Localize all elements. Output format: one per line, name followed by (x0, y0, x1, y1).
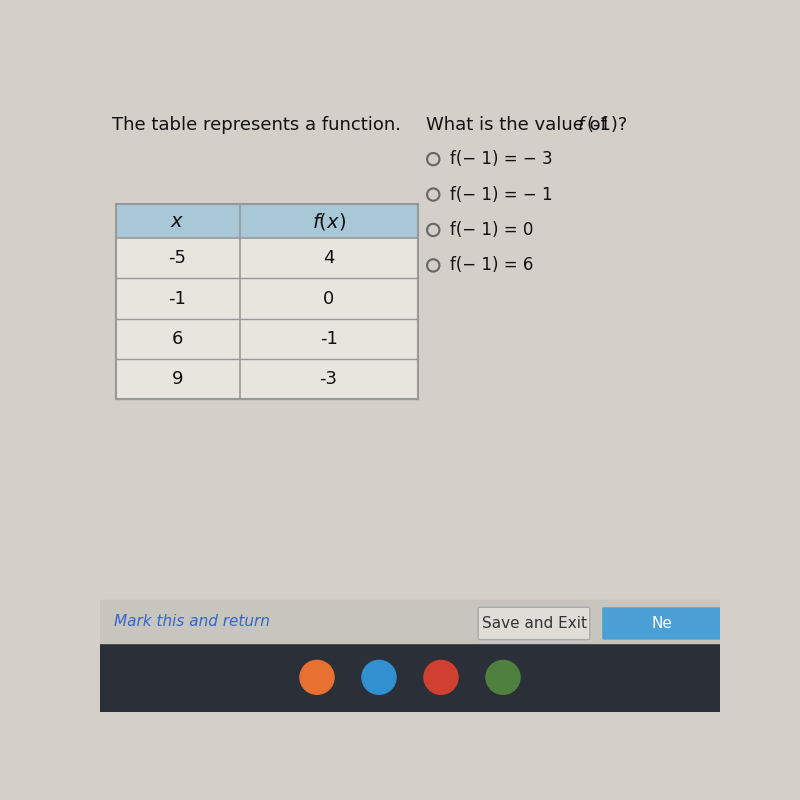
Bar (115, 204, 418, 238)
Bar (115, 318, 418, 358)
Bar (115, 358, 418, 398)
Text: What is the value of: What is the value of (426, 116, 612, 134)
Text: f(− 1) = − 3: f(− 1) = − 3 (450, 150, 553, 168)
Text: 0: 0 (323, 290, 334, 307)
Text: -5: -5 (169, 250, 186, 267)
Bar (100, 600, 720, 642)
Circle shape (300, 661, 334, 694)
Circle shape (362, 661, 396, 694)
Text: -1: -1 (169, 290, 186, 307)
Text: f(− 1) = 0: f(− 1) = 0 (450, 221, 534, 239)
Bar (100, 642, 720, 712)
Text: (-1)?: (-1)? (586, 116, 628, 134)
Text: f(− 1) = 6: f(− 1) = 6 (450, 256, 534, 274)
Text: Save and Exit: Save and Exit (482, 616, 586, 631)
Circle shape (424, 661, 458, 694)
Text: The table represents a function.: The table represents a function. (112, 116, 401, 134)
FancyBboxPatch shape (478, 607, 590, 640)
Bar (115, 238, 418, 278)
Text: $f$: $f$ (578, 116, 588, 134)
Text: -1: -1 (320, 330, 338, 347)
Text: -3: -3 (320, 370, 338, 387)
Bar (115, 278, 418, 318)
Text: 4: 4 (323, 250, 334, 267)
Bar (115, 204, 418, 398)
Circle shape (486, 661, 520, 694)
Text: 9: 9 (172, 370, 183, 387)
Text: Ne: Ne (652, 616, 673, 631)
Text: Mark this and return: Mark this and return (114, 614, 270, 630)
FancyBboxPatch shape (602, 607, 726, 640)
Text: 6: 6 (172, 330, 183, 347)
Text: f(− 1) = − 1: f(− 1) = − 1 (450, 186, 553, 203)
Text: $x$: $x$ (170, 212, 185, 230)
Text: $f(x)$: $f(x)$ (312, 210, 346, 232)
